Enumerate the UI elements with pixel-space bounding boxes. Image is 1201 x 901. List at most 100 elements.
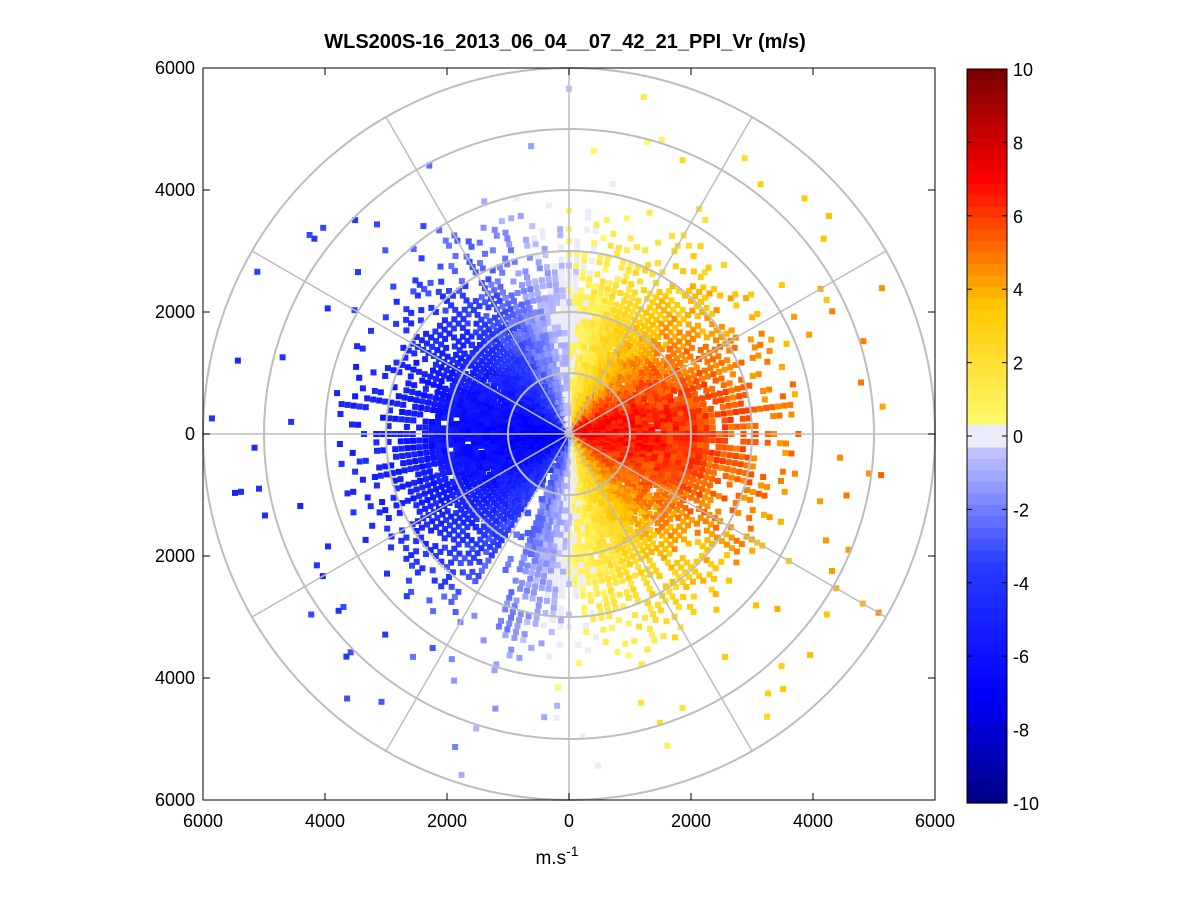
velocity-cell (571, 556, 578, 563)
velocity-cell (709, 437, 716, 444)
velocity-cell (472, 392, 479, 399)
velocity-cell (630, 508, 638, 515)
velocity-cell (479, 407, 487, 415)
spoke-line (385, 116, 570, 435)
velocity-cell (525, 581, 532, 588)
velocity-cell (483, 313, 490, 320)
velocity-cell (442, 526, 449, 533)
x-tick-label: 0 (564, 811, 574, 831)
velocity-cell (660, 418, 667, 425)
velocity-cell (374, 447, 380, 454)
velocity-cell (558, 342, 565, 349)
velocity-cell (626, 547, 634, 555)
velocity-cell (487, 376, 495, 383)
velocity-cell (414, 292, 421, 299)
velocity-cell (584, 573, 591, 580)
velocity-cell (749, 463, 756, 470)
velocity-cell (524, 299, 531, 306)
colorbar-band (967, 126, 1007, 139)
velocity-cell (475, 402, 482, 409)
velocity-cell (646, 209, 653, 216)
velocity-cell (753, 602, 760, 609)
velocity-cell (581, 312, 588, 319)
velocity-cell (589, 535, 596, 543)
velocity-cell (642, 424, 649, 431)
velocity-cell (657, 507, 664, 515)
velocity-cell (604, 575, 611, 582)
velocity-cell (472, 578, 479, 585)
velocity-cell (615, 617, 622, 624)
velocity-cell (405, 577, 412, 584)
velocity-cell (694, 313, 701, 320)
velocity-cell (395, 468, 402, 475)
velocity-cell (238, 488, 244, 495)
velocity-cell (522, 293, 529, 300)
colorbar-band (967, 516, 1007, 529)
velocity-cell (676, 501, 684, 508)
velocity-cell (513, 597, 520, 604)
velocity-cell (734, 385, 741, 392)
spoke-line (385, 433, 570, 752)
velocity-cell (535, 334, 542, 341)
velocity-cell (613, 579, 619, 586)
velocity-cell (464, 515, 472, 522)
velocity-cell (474, 507, 481, 515)
velocity-cell (674, 380, 681, 387)
velocity-cell (464, 329, 471, 336)
velocity-cell (477, 325, 484, 332)
velocity-cell (866, 470, 872, 477)
velocity-cell (671, 375, 679, 382)
velocity-cell (659, 298, 666, 305)
velocity-cell (671, 449, 678, 456)
velocity-cell (539, 503, 546, 510)
velocity-cell (425, 462, 432, 469)
velocity-cell (659, 414, 666, 421)
velocity-cell (699, 466, 706, 473)
velocity-cell (679, 579, 686, 586)
velocity-cell (637, 278, 644, 285)
velocity-cell (704, 373, 711, 380)
velocity-cell (411, 350, 418, 357)
velocity-cell (557, 244, 564, 251)
velocity-cell (448, 263, 455, 270)
velocity-cell (788, 411, 795, 418)
velocity-cell (373, 439, 380, 446)
velocity-cell (502, 308, 509, 315)
velocity-cell (502, 255, 509, 262)
velocity-cell (677, 372, 684, 380)
velocity-cell (479, 390, 486, 397)
velocity-cell (670, 511, 677, 518)
velocity-cell (530, 564, 537, 571)
velocity-cell (362, 404, 369, 411)
velocity-cell (464, 426, 472, 433)
velocity-cell (470, 491, 477, 499)
velocity-cell (419, 377, 426, 384)
velocity-cell (663, 385, 670, 392)
velocity-cell (664, 559, 671, 566)
velocity-cell (449, 478, 457, 486)
velocity-cell (775, 403, 782, 410)
velocity-cell (461, 555, 468, 562)
velocity-cell (446, 375, 453, 382)
velocity-cell (418, 337, 425, 344)
velocity-cell (574, 531, 582, 539)
velocity-cell (486, 455, 494, 463)
velocity-cell (466, 448, 473, 455)
velocity-cell (739, 446, 746, 453)
velocity-cell (761, 492, 768, 499)
velocity-cell (791, 391, 798, 398)
velocity-cell (666, 421, 674, 429)
x-axis-label-text: m.s (535, 848, 566, 869)
velocity-cell (677, 411, 684, 418)
velocity-cell (483, 361, 490, 369)
velocity-cell (477, 536, 484, 543)
velocity-cell (708, 531, 715, 538)
velocity-cell (677, 488, 684, 496)
velocity-cell (658, 345, 665, 353)
velocity-cell (430, 480, 437, 487)
velocity-cell (666, 467, 674, 474)
velocity-cell (485, 535, 492, 542)
velocity-cell (718, 558, 725, 565)
velocity-cell (576, 660, 582, 667)
velocity-cell (732, 500, 739, 507)
